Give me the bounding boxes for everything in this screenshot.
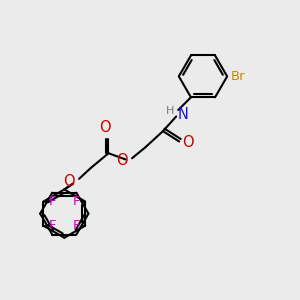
Text: O: O bbox=[182, 135, 194, 150]
Text: F: F bbox=[49, 219, 56, 232]
Text: O: O bbox=[63, 174, 75, 189]
Text: N: N bbox=[178, 107, 189, 122]
Text: F: F bbox=[72, 219, 80, 232]
Text: F: F bbox=[49, 195, 56, 208]
Text: F: F bbox=[72, 195, 80, 208]
Text: O: O bbox=[116, 153, 128, 168]
Text: H: H bbox=[167, 106, 175, 116]
Text: O: O bbox=[99, 120, 111, 135]
Text: Br: Br bbox=[231, 70, 245, 83]
